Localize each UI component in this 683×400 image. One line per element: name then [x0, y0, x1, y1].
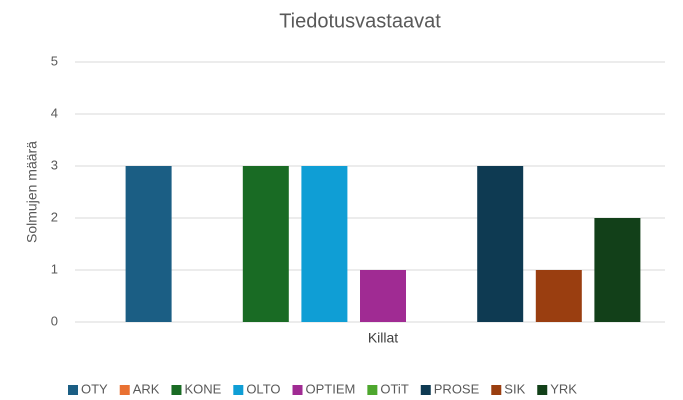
legend-swatch [68, 385, 78, 395]
legend-swatch [292, 385, 303, 395]
bar [594, 218, 641, 322]
legend-swatch [491, 385, 502, 395]
chart-title: Tiedotusvastaavat [279, 10, 441, 32]
legend-label: SIK [504, 381, 525, 396]
legend-swatch [233, 385, 244, 395]
y-tick-label: 5 [51, 53, 58, 68]
legend-swatch [420, 385, 431, 395]
bar [242, 166, 289, 322]
legend-label: OTY [81, 381, 108, 396]
legend-label: KONE [184, 381, 221, 396]
y-axis-title: Solmujen määrä [24, 141, 40, 243]
bar [301, 166, 348, 322]
legend-label: OLTO [246, 381, 280, 396]
bar [125, 166, 172, 322]
y-tick-label: 0 [51, 313, 58, 328]
bar [535, 270, 582, 322]
y-tick-label: 2 [51, 209, 58, 224]
legend-swatch [537, 385, 548, 395]
legend-swatch [171, 385, 182, 395]
legend-label: PROSE [434, 381, 480, 396]
legend-swatch [367, 385, 378, 395]
y-tick-label: 4 [51, 105, 58, 120]
legend-swatch [119, 385, 130, 395]
legend-label: YRK [550, 381, 577, 396]
y-tick-label: 3 [51, 157, 58, 172]
legend-label: OPTIEM [306, 381, 356, 396]
y-tick-label: 1 [51, 261, 58, 276]
legend-label: ARK [133, 381, 160, 396]
x-tick-label: Killat [368, 330, 398, 346]
bar [477, 166, 524, 322]
legend-label: OTiT [380, 381, 408, 396]
bar [360, 270, 406, 322]
